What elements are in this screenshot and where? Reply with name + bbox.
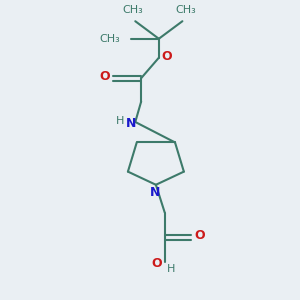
Text: O: O [100, 70, 110, 83]
Text: CH₃: CH₃ [175, 5, 196, 15]
Text: N: N [150, 187, 160, 200]
Text: O: O [151, 257, 162, 270]
Text: O: O [194, 230, 205, 242]
Text: CH₃: CH₃ [122, 5, 143, 15]
Text: N: N [126, 117, 136, 130]
Text: H: H [116, 116, 124, 125]
Text: H: H [167, 265, 176, 275]
Text: O: O [162, 50, 172, 63]
Text: CH₃: CH₃ [100, 34, 121, 44]
